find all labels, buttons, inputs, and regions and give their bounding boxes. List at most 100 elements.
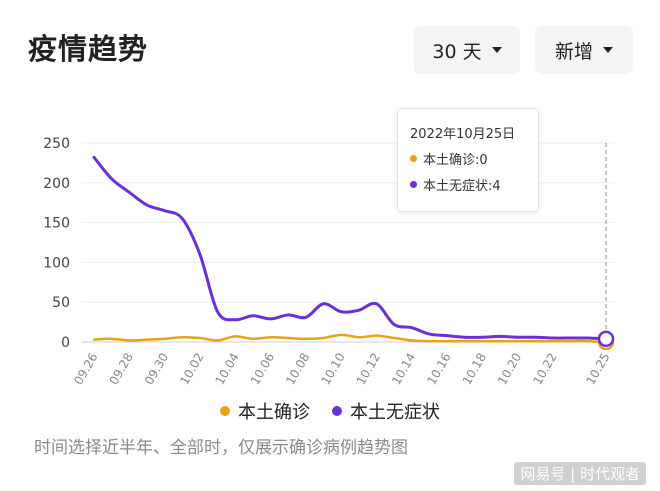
x-tick-label: 10.06 [248, 351, 277, 388]
chart-tooltip: 2022年10月25日 本土确诊:0 本土无症状:4 [397, 108, 539, 212]
data-point [357, 335, 361, 339]
caret-down-icon [603, 47, 613, 53]
x-tick-label: 10.02 [177, 351, 206, 388]
page-title: 疫情趋势 [28, 32, 149, 66]
data-point [480, 335, 484, 339]
legend-label: 本土确诊 [238, 402, 310, 423]
legend-label: 本土无症状 [350, 402, 440, 423]
data-point [445, 334, 449, 338]
tooltip-date: 2022年10月25日 [410, 127, 516, 142]
trend-chart[interactable]: 0 50 100 150 200 250 09.26 09.28 09.30 10.02 10.04… [0, 100, 660, 390]
data-point [480, 339, 484, 343]
x-tick-label: 10.20 [495, 351, 524, 388]
legend-item-asymptomatic[interactable]: 本土无症状 [332, 398, 440, 424]
data-point [251, 314, 255, 318]
data-point [269, 317, 273, 321]
data-point [533, 335, 537, 339]
x-tick-label: 10.12 [354, 351, 383, 388]
chart-legend: 本土确诊 本土无症状 [0, 398, 660, 424]
mode-select[interactable]: 新增 [535, 26, 633, 74]
y-tick-label: 250 [43, 136, 70, 152]
watermark: 网易号 | 时代观者 [514, 462, 646, 485]
x-tick-label: 10.25 [583, 351, 612, 388]
y-tick-label: 150 [43, 216, 70, 232]
data-point [110, 337, 114, 341]
data-point [374, 334, 378, 338]
data-point [445, 339, 449, 343]
highlight-marker-asymptomatic [597, 330, 615, 348]
data-point [322, 336, 326, 340]
x-tick-label: 09.28 [107, 351, 136, 388]
x-tick-label: 09.30 [142, 351, 171, 388]
tooltip-row-label: 本土确诊:0 [423, 153, 488, 168]
legend-item-confirmed[interactable]: 本土确诊 [220, 398, 310, 424]
y-tick-label: 50 [52, 295, 70, 311]
data-point [304, 337, 308, 341]
data-point [533, 339, 537, 343]
x-tick-label: 10.16 [424, 351, 453, 388]
data-point [127, 190, 131, 194]
data-point [586, 336, 590, 340]
tooltip-row-asymptomatic: 本土无症状:4 [410, 175, 501, 194]
x-tick-label: 09.26 [71, 351, 100, 388]
data-point [180, 335, 184, 339]
data-point [551, 336, 555, 340]
series-line-asymptomatic [92, 155, 608, 341]
data-point [198, 336, 202, 340]
x-tick-label: 10.10 [318, 351, 347, 388]
data-point [322, 302, 326, 306]
y-tick-label: 0 [61, 335, 70, 351]
data-point [180, 217, 184, 221]
data-point [216, 338, 220, 342]
tooltip-row-confirmed: 本土确诊:0 [410, 149, 488, 168]
data-point [339, 333, 343, 337]
data-point [392, 336, 396, 340]
data-point [251, 337, 255, 341]
data-point [357, 308, 361, 312]
data-point [286, 336, 290, 340]
data-point [163, 209, 167, 213]
data-point [269, 335, 273, 339]
data-point [427, 332, 431, 336]
x-tick-label: 10.18 [460, 351, 489, 388]
data-point [374, 302, 378, 306]
data-point [216, 310, 220, 314]
data-point [145, 203, 149, 207]
data-point [463, 339, 467, 343]
tooltip-dot-icon [410, 181, 417, 188]
range-select-label: 30 天 [432, 40, 482, 63]
data-point [92, 155, 96, 159]
data-point [516, 335, 520, 339]
footnote: 时间选择近半年、全部时，仅展示确诊病例趋势图 [34, 438, 408, 458]
x-tick-label: 10.14 [389, 351, 418, 388]
range-select[interactable]: 30 天 [414, 26, 520, 74]
data-point [516, 339, 520, 343]
x-tick-label: 10.22 [530, 351, 559, 388]
data-point [145, 338, 149, 342]
data-point [127, 338, 131, 342]
data-point [110, 177, 114, 181]
y-tick-label: 100 [43, 255, 70, 271]
legend-dot-icon [332, 406, 342, 416]
data-point [233, 318, 237, 322]
data-point [498, 334, 502, 338]
data-point [286, 313, 290, 317]
data-point [410, 338, 414, 342]
data-point [410, 326, 414, 330]
data-point [339, 310, 343, 314]
data-point [163, 337, 167, 341]
y-tick-label: 200 [43, 176, 70, 192]
data-point [427, 339, 431, 343]
data-point [498, 339, 502, 343]
data-point [304, 315, 308, 319]
data-point [233, 334, 237, 338]
caret-down-icon [491, 47, 502, 53]
series-line-confirmed [92, 333, 608, 344]
x-tick-label: 10.08 [283, 351, 312, 388]
data-point [392, 322, 396, 326]
data-point [463, 335, 467, 339]
data-point [569, 336, 573, 340]
data-point [92, 338, 96, 342]
data-point [198, 252, 202, 256]
tooltip-dot-icon [410, 155, 417, 162]
